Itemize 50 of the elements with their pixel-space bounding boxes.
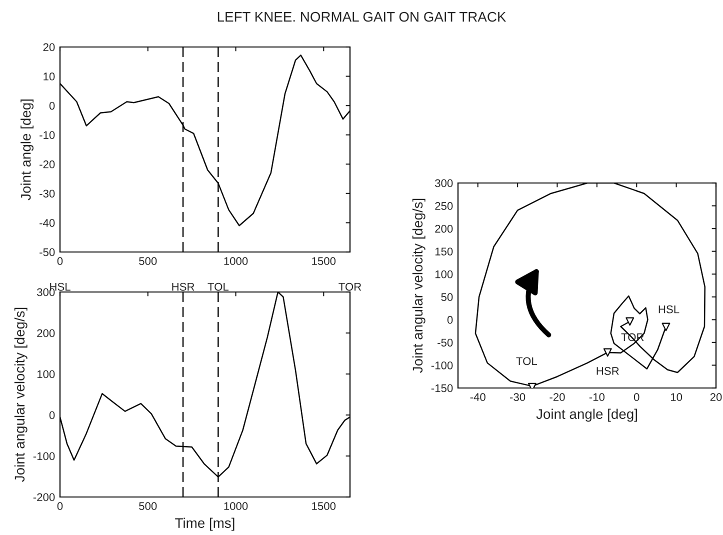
x-tick-label: 500 (139, 257, 157, 266)
y-tick-label: -50 (40, 248, 55, 256)
annotation: TOL (516, 357, 538, 366)
y-axis-title: Joint angle [deg] (20, 100, 34, 200)
ref-line-label: HSR (172, 282, 194, 291)
y-tick-label: 0 (447, 316, 453, 324)
y-tick-label: -30 (40, 190, 55, 198)
y-tick-label: -10 (40, 131, 55, 139)
y-tick-label: 150 (435, 248, 453, 256)
y-tick-label: 200 (37, 329, 55, 338)
y-tick-label: -200 (33, 493, 55, 502)
x-tick-label: 1500 (312, 257, 336, 266)
y-tick-label: 100 (435, 270, 453, 278)
y-tick-label: -150 (431, 384, 453, 392)
chart-title: LEFT KNEE. NORMAL GAIT ON GAIT TRACK (218, 12, 506, 22)
x-tick-label: 10 (670, 393, 682, 402)
y-tick-label: 300 (435, 179, 453, 188)
x-tick-label: 20 (710, 393, 722, 402)
x-tick-label: 0 (634, 393, 640, 402)
y-tick-label: -100 (33, 452, 55, 460)
x-axis-title: Joint angle [deg] (536, 408, 637, 422)
x-tick-label: 0 (57, 257, 63, 266)
y-tick-label: -20 (40, 160, 55, 168)
x-tick-label: 1500 (312, 502, 336, 510)
y-tick-label: 250 (435, 202, 453, 210)
x-tick-label: -20 (550, 393, 565, 402)
x-tick-label: 0 (57, 502, 63, 510)
y-tick-label: 50 (441, 293, 453, 302)
y-tick-label: -100 (431, 361, 453, 370)
x-tick-label: -40 (470, 393, 486, 402)
y-axis-title: Joint angular velocity [deg/s] (14, 308, 28, 482)
x-tick-label: -30 (510, 393, 526, 402)
y-tick-label: -50 (438, 338, 453, 347)
x-tick-label: 1000 (224, 502, 248, 510)
x-axis-title: Time [ms] (175, 518, 234, 531)
y-tick-label: 10 (44, 72, 55, 80)
y-tick-label: 20 (43, 43, 55, 52)
y-axis-title: Joint angular velocity [deg/s] (412, 198, 426, 373)
y-tick-label: -40 (40, 218, 55, 227)
x-tick-label: 500 (139, 502, 157, 510)
ref-line-label: TOL (208, 282, 229, 291)
annotation: HSL (658, 305, 680, 314)
x-tick-label: -10 (589, 393, 605, 402)
y-tick-label: 0 (49, 102, 55, 110)
y-tick-label: 0 (49, 411, 55, 420)
ref-line-label: TOR (338, 282, 362, 291)
y-tick-label: 100 (37, 370, 55, 378)
annotation: HSR (596, 367, 619, 375)
x-tick-label: 1000 (224, 257, 248, 266)
y-tick-label: 200 (435, 224, 453, 233)
